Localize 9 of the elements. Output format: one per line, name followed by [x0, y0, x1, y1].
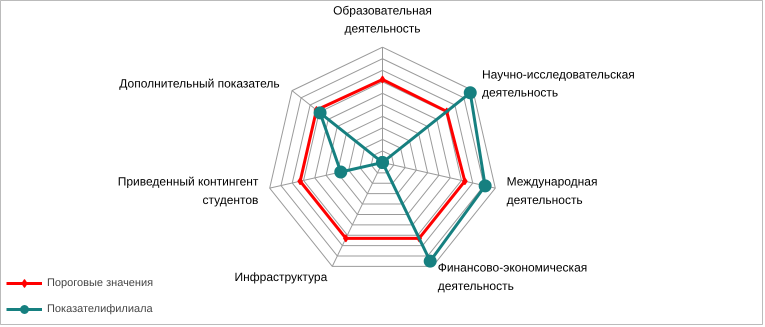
spoke-label: Инфраструктура: [234, 270, 328, 284]
legend-label: Показателифилиала: [47, 303, 153, 315]
spoke-label: Приведенный контингент студентов: [118, 174, 259, 207]
spoke-label: Научно-исследовательская деятельность: [482, 67, 635, 100]
spoke-label: Образовательная деятельность: [333, 3, 432, 36]
spoke-label: Международная деятельность: [506, 174, 598, 207]
legend-label: Пороговые значения: [47, 277, 154, 289]
spoke-label: Финансово-экономическая деятельность: [438, 260, 588, 293]
spoke-label: Дополнительный показатель: [119, 76, 280, 90]
